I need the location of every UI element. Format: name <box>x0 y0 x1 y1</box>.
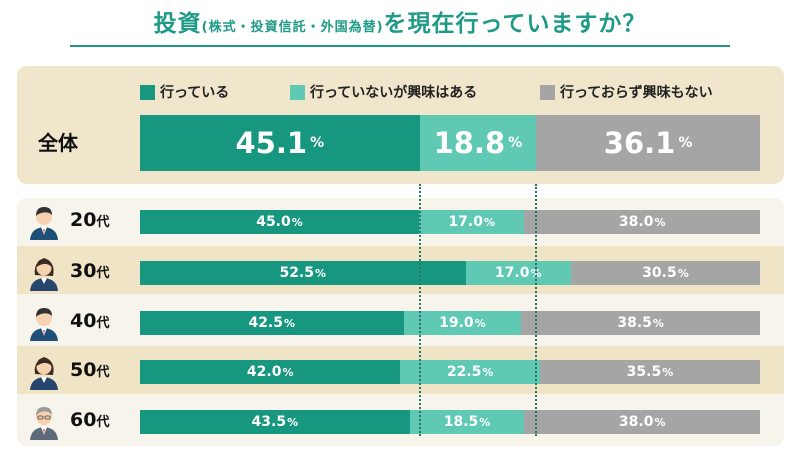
age-bar: 52.5% 17.0% 30.5% <box>140 261 760 285</box>
data-label: 43.5 <box>251 414 287 430</box>
bar-segment: 36.1% <box>536 115 760 171</box>
data-label-unit: % <box>284 316 296 330</box>
category-label-overall: 全体 <box>38 131 78 155</box>
data-label: 42.0 <box>246 364 282 380</box>
age-bar: 45.0% 17.0% 38.0% <box>140 210 760 234</box>
woman-avatar-icon <box>27 352 61 390</box>
bar-segment: 18.5% <box>409 410 525 434</box>
data-label-unit: % <box>654 215 666 229</box>
reference-line <box>535 184 538 436</box>
bar-segment: 45.1% <box>140 115 420 171</box>
data-label-unit: % <box>479 415 491 429</box>
woman-avatar-icon <box>27 253 61 291</box>
bar-segment: 42.5% <box>140 311 404 335</box>
bar-segment: 19.0% <box>403 311 522 335</box>
age-bar: 42.5% 19.0% 38.5% <box>140 311 760 335</box>
data-label-unit: % <box>474 316 486 330</box>
reference-line <box>418 184 421 436</box>
data-label: 38.0 <box>618 214 654 230</box>
bar-segment: 30.5% <box>570 261 760 285</box>
data-label-unit: % <box>483 215 495 229</box>
bar-segment: 45.0% <box>140 210 419 234</box>
category-label: 30代 <box>70 260 110 282</box>
bar-segment: 17.0% <box>465 261 571 285</box>
legend-label: 行っている <box>160 85 230 101</box>
bar-segment: 17.0% <box>419 210 525 234</box>
bar-segment: 38.0% <box>524 410 760 434</box>
category-label: 20代 <box>70 209 110 231</box>
category-label: 60代 <box>70 409 110 431</box>
data-label-unit: % <box>315 266 327 280</box>
category-label: 50代 <box>70 359 110 381</box>
category-label: 40代 <box>70 310 110 332</box>
data-label: 35.5 <box>626 364 662 380</box>
data-label: 18.5 <box>443 414 479 430</box>
legend-label: 行っておらず興味もない <box>560 85 713 101</box>
data-label: 30.5 <box>642 265 677 281</box>
data-label-unit: % <box>652 316 664 330</box>
bar-segment: 52.5% <box>140 261 466 285</box>
bar-segment: 18.8% <box>419 115 537 171</box>
data-label-unit: % <box>662 365 674 379</box>
data-label: 45.0 <box>256 214 291 230</box>
bar-segment: 43.5% <box>140 410 410 434</box>
data-label-unit: % <box>654 415 666 429</box>
legend-label: 行っていないが興味はある <box>310 85 478 101</box>
data-label: 52.5 <box>279 265 314 281</box>
data-label: 38.0 <box>618 414 654 430</box>
legend: 行っている 行っていないが興味はある 行っておらず興味もない <box>140 81 780 103</box>
legend-item: 行っておらず興味もない <box>540 81 713 103</box>
data-label-unit: % <box>508 135 523 151</box>
data-label: 19.0 <box>439 315 474 331</box>
bar-segment: 38.0% <box>524 210 760 234</box>
overall-bar: 45.1% 18.8% 36.1% <box>140 115 760 171</box>
man-avatar-icon <box>27 202 61 240</box>
data-label-unit: % <box>678 135 693 151</box>
data-label: 42.5 <box>248 315 283 331</box>
age-bar: 42.0% 22.5% 35.5% <box>140 360 760 384</box>
data-label: 45.1 <box>235 126 308 160</box>
data-label-unit: % <box>287 415 299 429</box>
data-label: 38.5 <box>617 315 652 331</box>
legend-swatch <box>140 84 155 100</box>
bar-segment: 35.5% <box>539 360 760 384</box>
older-man-avatar-icon <box>27 402 61 440</box>
bar-segment: 22.5% <box>400 360 540 384</box>
data-label-unit: % <box>677 266 689 280</box>
data-label: 17.0 <box>494 265 530 281</box>
legend-item: 行っていないが興味はある <box>290 81 477 103</box>
chart-title: 投資(株式・投資信託・外国為替)を現在行っていますか？ <box>153 11 647 37</box>
bar-segment: 42.0% <box>140 360 401 384</box>
legend-swatch <box>290 84 305 100</box>
data-label-unit: % <box>282 365 294 379</box>
bar-segment: 38.5% <box>521 311 760 335</box>
data-label: 36.1 <box>603 126 676 160</box>
data-label-unit: % <box>291 215 303 229</box>
data-label-unit: % <box>482 365 494 379</box>
title-underline <box>70 45 730 47</box>
legend-item: 行っている <box>140 81 229 103</box>
data-label: 22.5 <box>446 364 482 380</box>
data-label: 17.0 <box>448 214 483 230</box>
data-label: 18.8 <box>433 126 506 160</box>
age-bar: 43.5% 18.5% 38.0% <box>140 410 760 434</box>
man-avatar-icon <box>27 303 61 341</box>
data-label-unit: % <box>310 135 325 151</box>
legend-swatch <box>540 84 555 100</box>
